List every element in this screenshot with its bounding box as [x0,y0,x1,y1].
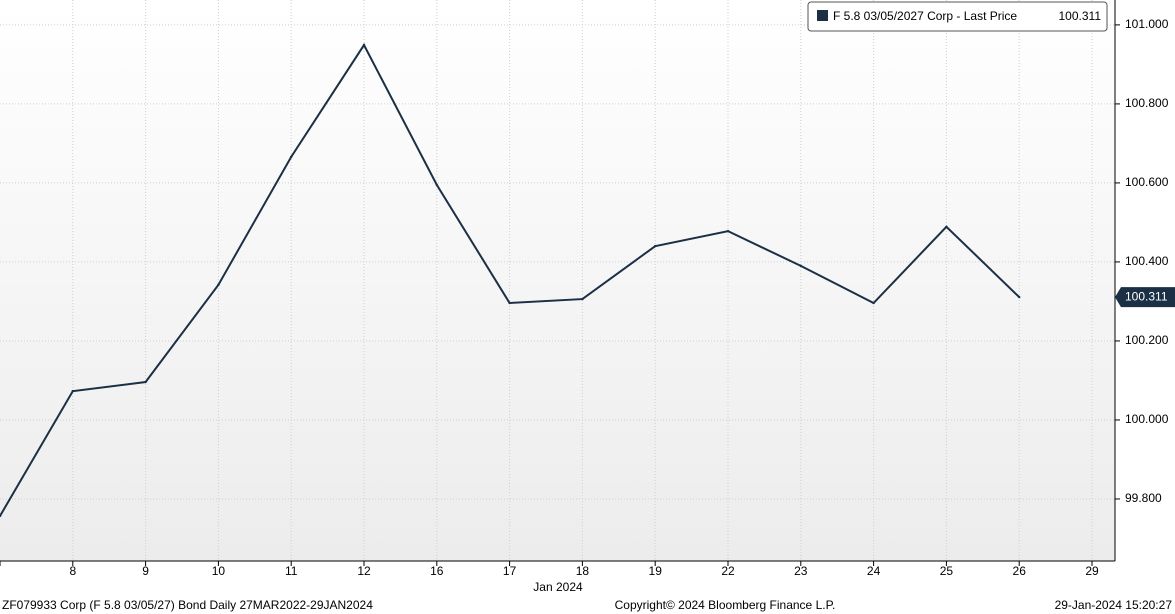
point [435,183,438,187]
point [945,225,948,228]
y-tick-label: 100.200 [1125,333,1169,347]
point [726,229,730,233]
x-axis-label: Jan 2024 [533,580,583,594]
footer-right: 29-Jan-2024 15:20:27 [1055,598,1173,612]
y-tick-label: 100.000 [1125,412,1169,426]
plot-area [0,0,1115,561]
legend-value: 100.311 [1059,9,1102,23]
y-tick-label: 100.400 [1125,254,1169,268]
point [1018,295,1021,299]
last-price-label: 100.311 [1125,289,1168,303]
x-tick-label: 8 [69,564,76,578]
footer-center: Copyright© 2024 Bloomberg Finance L.P. [615,598,836,612]
y-tick-label: 100.600 [1125,175,1169,189]
x-tick-label: 11 [285,564,298,578]
x-tick-label: 25 [940,564,954,578]
y-tick-label: 100.800 [1125,96,1169,110]
x-tick-label: 12 [357,564,371,578]
x-tick-label: 24 [867,564,881,578]
footer-left: ZF079933 Corp (F 5.8 03/05/27) Bond Dail… [2,598,373,612]
x-tick-label: 19 [649,564,663,578]
y-tick-label: 101.000 [1125,17,1169,31]
x-tick-label: 22 [721,564,735,578]
x-tick-label: 17 [503,564,517,578]
point [872,301,875,305]
point [799,264,802,268]
x-tick-label: 29 [1085,564,1099,578]
point [144,380,147,384]
point [0,514,2,518]
last-price-tag [1115,287,1175,308]
point [71,389,75,393]
point [362,43,366,47]
point [654,244,657,248]
x-tick-label: 18 [576,564,590,578]
point [290,155,293,159]
x-tick-label: 26 [1013,564,1027,578]
x-tick-label: 9 [142,564,149,578]
legend-swatch [817,10,828,21]
x-tick-label: 23 [794,564,808,578]
x-tick-label: 10 [212,564,226,578]
point [508,301,511,305]
x-tick-label: 16 [430,564,444,578]
legend-label: F 5.8 03/05/2027 Corp - Last Price [833,9,1017,23]
legend: F 5.8 03/05/2027 Corp - Last Price 100.3… [807,1,1108,32]
y-tick-label: 99.800 [1125,491,1162,505]
point [217,283,220,287]
point [581,297,584,301]
